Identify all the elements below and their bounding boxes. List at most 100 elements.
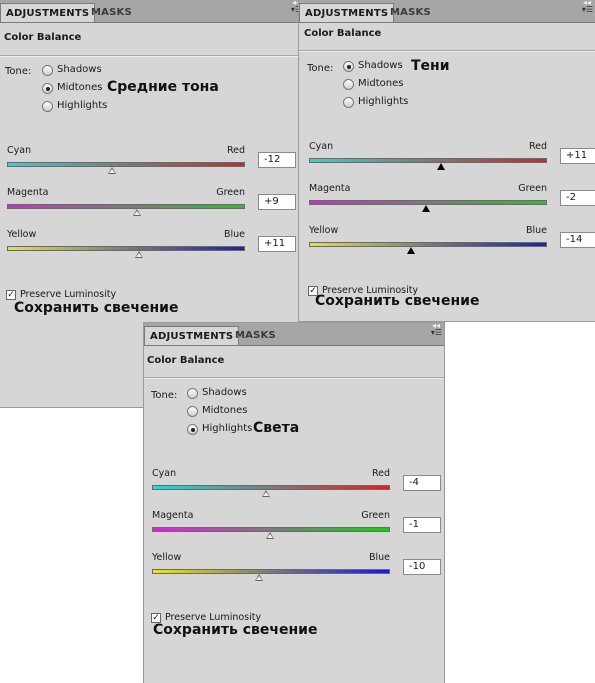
slider-right-label: Green [361, 510, 390, 521]
annotation-preserve: Сохранить свечение [14, 300, 179, 316]
collapse-arrows-icon[interactable]: ◂◂ [582, 0, 591, 7]
radio-label: Highlights [202, 423, 253, 434]
slider-thumb[interactable] [132, 209, 141, 216]
radio-button[interactable] [343, 97, 354, 108]
slider-magenta-green: Magenta Green +9 [7, 187, 297, 227]
panel-menu-icon[interactable]: ▾☰ [290, 5, 302, 14]
tab-adjustments[interactable]: ADJUSTMENTS [144, 326, 240, 345]
radio-button[interactable] [187, 424, 198, 435]
value-field[interactable]: -1 [403, 517, 441, 533]
slider-left-label: Cyan [7, 145, 32, 156]
panel-tab-bar: ADJUSTMENTS MASKS ◂◂ ▾☰ [144, 323, 444, 346]
slider-cyan-red: Cyan Red -4 [152, 468, 442, 508]
slider-right-label: Green [216, 187, 245, 198]
panel-title: Color Balance [147, 355, 225, 366]
panel-menu-icon[interactable]: ▾☰ [430, 328, 442, 337]
radio-button[interactable] [42, 101, 53, 112]
slider-right-label: Blue [368, 552, 390, 563]
slider-left-label: Yellow [7, 229, 37, 240]
radio-label: Shadows [202, 387, 247, 398]
collapse-arrows-icon[interactable]: ◂◂ [431, 322, 440, 330]
annotation-shadows: Тени [411, 58, 450, 74]
radio-label: Midtones [202, 405, 248, 416]
tone-label: Tone: [307, 63, 334, 74]
slider-track[interactable] [7, 246, 245, 251]
value-field[interactable]: -2 [560, 190, 595, 206]
tab-adjustments[interactable]: ADJUSTMENTS [299, 3, 395, 22]
slider-thumb[interactable] [421, 205, 430, 212]
slider-track[interactable] [309, 200, 547, 205]
slider-left-label: Yellow [309, 225, 339, 236]
slider-left-label: Cyan [152, 468, 177, 479]
annotation-preserve: Сохранить свечение [315, 293, 480, 309]
slider-track[interactable] [152, 527, 390, 532]
value-field[interactable]: +9 [258, 194, 296, 210]
annotation-preserve: Сохранить свечение [153, 622, 318, 638]
slider-cyan-red: Cyan Red +11 [309, 141, 595, 181]
radio-label: Shadows [57, 64, 102, 75]
radio-button[interactable] [343, 79, 354, 90]
slider-thumb[interactable] [265, 532, 274, 539]
panel-tab-bar: ADJUSTMENTS MASKS ◂◂ ▾☰ [0, 0, 304, 23]
slider-track[interactable] [309, 242, 547, 247]
value-field[interactable]: -4 [403, 475, 441, 491]
radio-button[interactable] [343, 61, 354, 72]
slider-right-label: Red [371, 468, 390, 479]
radio-button[interactable] [42, 65, 53, 76]
radio-label: Midtones [358, 78, 404, 89]
divider [144, 377, 444, 379]
slider-left-label: Yellow [152, 552, 182, 563]
tab-masks[interactable]: MASKS [235, 330, 276, 341]
slider-magenta-green: Magenta Green -2 [309, 183, 595, 223]
slider-thumb[interactable] [262, 490, 271, 497]
slider-thumb[interactable] [437, 163, 446, 170]
preserve-luminosity-checkbox[interactable]: ✓ [151, 613, 161, 623]
slider-track[interactable] [7, 162, 245, 167]
slider-right-label: Blue [223, 229, 245, 240]
collapse-arrows-icon[interactable]: ◂◂ [291, 0, 300, 7]
panel-menu-icon[interactable]: ▾☰ [581, 5, 593, 14]
tab-masks[interactable]: MASKS [91, 7, 132, 18]
slider-left-label: Cyan [309, 141, 334, 152]
radio-button[interactable] [42, 83, 53, 94]
slider-thumb[interactable] [407, 247, 416, 254]
annotation-midtones: Средние тона [107, 79, 219, 95]
radio-button[interactable] [187, 388, 198, 399]
radio-button[interactable] [187, 406, 198, 417]
divider [0, 55, 304, 57]
preserve-luminosity-checkbox[interactable]: ✓ [6, 290, 16, 300]
annotation-highlights: Света [253, 420, 300, 436]
radio-label: Shadows [358, 60, 403, 71]
slider-track[interactable] [7, 204, 245, 209]
slider-left-label: Magenta [309, 183, 351, 194]
value-field[interactable]: -12 [258, 152, 296, 168]
color-balance-panel-highlights: ADJUSTMENTS MASKS ◂◂ ▾☰ Color Balance To… [143, 322, 445, 683]
preserve-luminosity-label: Preserve Luminosity [165, 612, 262, 623]
slider-thumb[interactable] [255, 574, 264, 581]
slider-left-label: Magenta [7, 187, 49, 198]
value-field[interactable]: +11 [560, 148, 595, 164]
slider-yellow-blue: Yellow Blue -14 [309, 225, 595, 265]
slider-magenta-green: Magenta Green -1 [152, 510, 442, 550]
panel-tab-bar: ADJUSTMENTS MASKS ◂◂ ▾☰ [299, 0, 595, 23]
slider-thumb[interactable] [107, 167, 116, 174]
slider-thumb[interactable] [135, 251, 144, 258]
tab-masks[interactable]: MASKS [390, 7, 431, 18]
slider-yellow-blue: Yellow Blue +11 [7, 229, 297, 269]
preserve-luminosity-label: Preserve Luminosity [322, 285, 419, 296]
tab-adjustments[interactable]: ADJUSTMENTS [0, 3, 96, 22]
slider-track[interactable] [309, 158, 547, 163]
radio-label: Midtones [57, 82, 103, 93]
slider-track[interactable] [152, 569, 390, 574]
tone-label: Tone: [151, 390, 178, 401]
slider-left-label: Magenta [152, 510, 194, 521]
value-field[interactable]: -14 [560, 232, 595, 248]
slider-yellow-blue: Yellow Blue -10 [152, 552, 442, 592]
tone-label: Tone: [5, 66, 32, 77]
slider-track[interactable] [152, 485, 390, 490]
panel-title: Color Balance [4, 32, 82, 43]
value-field[interactable]: -10 [403, 559, 441, 575]
slider-right-label: Green [518, 183, 547, 194]
value-field[interactable]: +11 [258, 236, 296, 252]
preserve-luminosity-checkbox[interactable]: ✓ [308, 286, 318, 296]
